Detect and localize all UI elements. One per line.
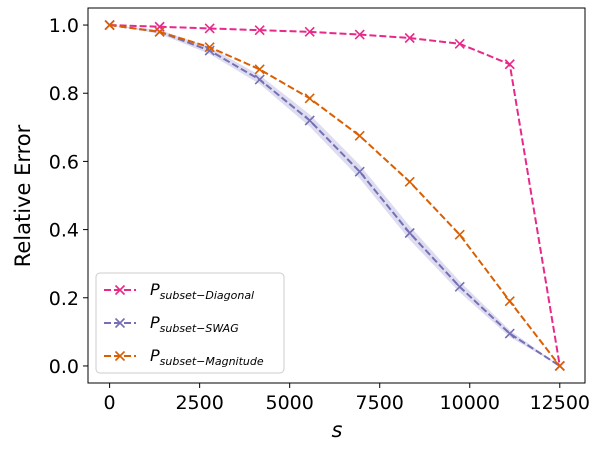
series-layer	[104, 19, 565, 372]
series-line-swag	[109, 24, 561, 367]
legend-marker-swag	[114, 317, 126, 329]
data-point-magnitude	[254, 64, 265, 75]
data-point-magnitude	[104, 19, 115, 31]
data-point-swag	[254, 74, 265, 85]
x-axis-label: s	[332, 418, 343, 442]
legend-label-diagonal: Psubset−Diagonal	[150, 280, 254, 302]
data-point-diagonal	[454, 38, 465, 49]
data-point-magnitude	[504, 296, 515, 307]
series-line-magnitude	[109, 24, 561, 367]
data-point-diagonal	[404, 32, 415, 44]
y-tick-label: 1.0	[49, 15, 79, 37]
legend-symbol: P	[150, 346, 160, 365]
y-tick-label: 0.0	[49, 356, 79, 378]
x-tick-label: 12500	[530, 392, 590, 414]
data-point-swag	[404, 227, 415, 239]
legend-symbol: P	[150, 280, 160, 299]
y-tick-label: 0.4	[49, 220, 79, 242]
x-tick-label: 5000	[266, 392, 314, 414]
y-tick-label: 0.8	[49, 83, 79, 105]
legend-marker-diagonal	[114, 284, 126, 296]
x-tick-label: 10000	[440, 392, 500, 414]
y-axis-ticks: 0.0 0.2 0.4 0.6 0.8 1.0	[49, 15, 88, 378]
x-tick-label: 7500	[356, 392, 404, 414]
legend-label-swag: Psubset−SWAG	[150, 313, 239, 335]
plot-frame	[87, 7, 586, 384]
series-line-diagonal	[109, 24, 561, 367]
data-point-swag	[504, 328, 515, 339]
y-tick-label: 0.6	[49, 151, 79, 173]
x-tick-label: 0	[104, 392, 116, 414]
data-point-magnitude	[154, 26, 165, 37]
data-point-magnitude	[204, 42, 215, 53]
data-point-diagonal	[204, 23, 215, 34]
data-point-magnitude	[304, 93, 315, 104]
data-point-diagonal	[254, 25, 265, 36]
legend: Psubset−DiagonalPsubset−SWAGPsubset−Magn…	[95, 272, 285, 374]
data-point-swag	[304, 115, 315, 126]
data-point-magnitude	[554, 360, 565, 372]
x-axis-ticks: 0 2500 5000 7500 10000 12500	[104, 383, 590, 414]
legend-marker-magnitude	[114, 350, 126, 362]
legend-symbol: P	[150, 313, 160, 332]
legend-box	[95, 272, 285, 374]
data-point-magnitude	[354, 130, 365, 141]
data-point-magnitude	[404, 176, 415, 187]
data-point-diagonal	[354, 29, 365, 40]
legend-subscript: subset−Magnitude	[160, 355, 264, 368]
legend-subscript: subset−Diagonal	[160, 289, 254, 302]
y-tick-label: 0.2	[49, 288, 79, 310]
data-point-diagonal	[304, 26, 315, 37]
data-point-diagonal	[504, 59, 515, 70]
legend-label-magnitude: Psubset−Magnitude	[150, 346, 264, 368]
data-point-swag	[454, 281, 465, 292]
data-point-magnitude	[454, 229, 465, 240]
data-point-swag	[354, 166, 365, 177]
y-axis-label: Relative Error	[11, 124, 35, 267]
legend-subscript: subset−SWAG	[160, 322, 239, 335]
x-tick-label: 2500	[175, 392, 223, 414]
